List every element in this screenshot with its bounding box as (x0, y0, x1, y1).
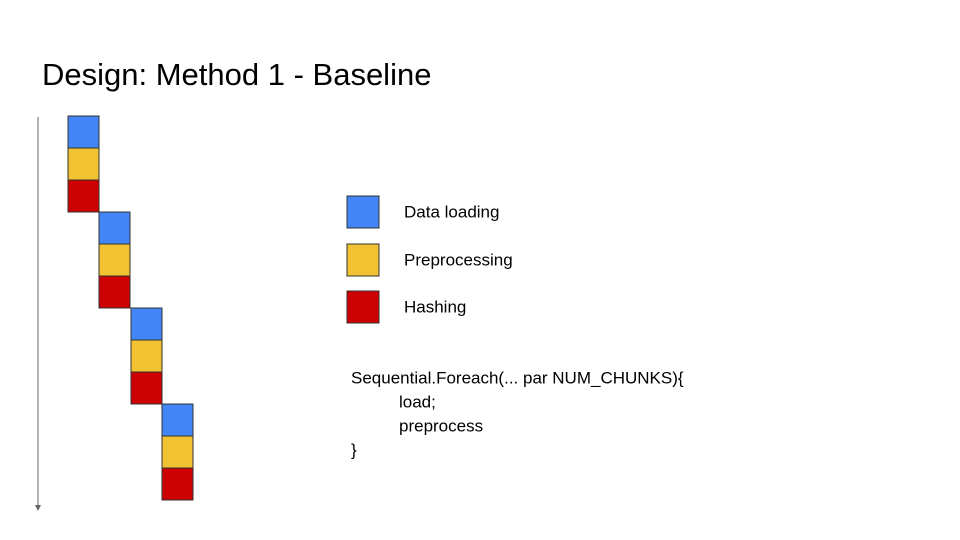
legend-swatch (346, 290, 380, 324)
code-line: preprocess (399, 416, 483, 435)
legend-label: Hashing (404, 297, 466, 316)
legend-label: Preprocessing (404, 250, 513, 269)
timeline-arrow (35, 117, 41, 511)
legend-label: Data loading (404, 202, 499, 221)
title: Design: Method 1 - Baseline (42, 57, 431, 92)
code-line: Sequential.Foreach(... par NUM_CHUNKS){ (351, 368, 684, 387)
code-line: } (351, 440, 357, 459)
code-line: load; (399, 392, 436, 411)
stage-blocks (67, 115, 194, 501)
legend-swatch (346, 243, 380, 277)
legend: Data loading Preprocessing Hashing (346, 195, 513, 324)
code-block: Sequential.Foreach(... par NUM_CHUNKS){ … (351, 368, 684, 459)
legend-swatch (346, 195, 380, 229)
